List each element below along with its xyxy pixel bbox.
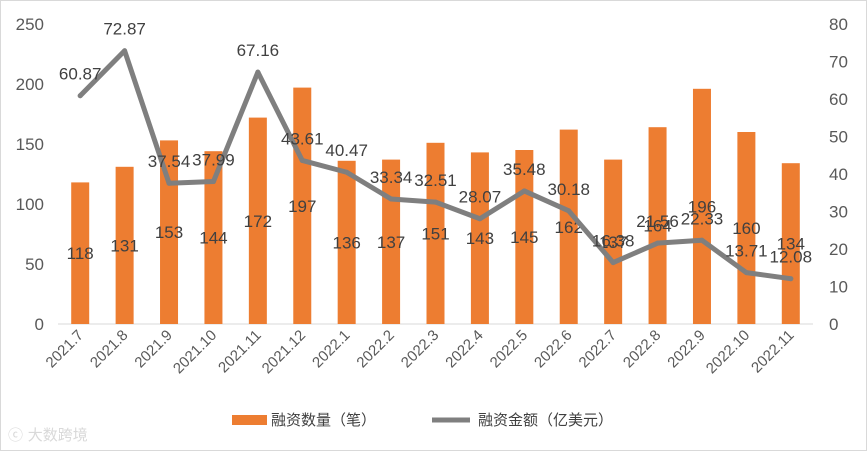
bar-data-label: 145 — [510, 228, 538, 247]
line-data-label: 22.33 — [681, 209, 724, 228]
bar — [204, 151, 223, 324]
legend: 融资数量（笔） 融资金额（亿美元） — [232, 412, 613, 429]
line-point — [521, 188, 527, 194]
left-tick-label: 200 — [16, 75, 44, 94]
right-tick-label: 80 — [829, 15, 848, 34]
bar — [71, 182, 90, 324]
bar — [692, 88, 711, 324]
line-point — [433, 199, 438, 205]
bar-data-label: 160 — [732, 219, 760, 238]
line-data-label: 33.34 — [370, 168, 413, 187]
bar-data-label: 134 — [777, 235, 805, 254]
line-series — [77, 48, 794, 282]
right-tick-label: 20 — [829, 240, 848, 259]
line-point — [344, 169, 350, 175]
bar — [115, 166, 134, 324]
bar-data-label: 144 — [199, 229, 227, 248]
left-tick-label: 100 — [16, 195, 44, 214]
right-tick-label: 70 — [829, 53, 848, 72]
line-point — [388, 196, 394, 202]
line-data-label: 32.51 — [414, 171, 457, 190]
line-data-label: 37.54 — [148, 152, 191, 171]
line-data-label: 35.48 — [503, 160, 546, 179]
right-tick-label: 0 — [829, 315, 838, 334]
bar-data-label: 197 — [288, 197, 316, 216]
bar-data-label: 151 — [421, 224, 449, 243]
bar — [781, 163, 800, 324]
watermark-logo: ⓒ 大数跨境 — [8, 424, 88, 445]
right-tick-label: 40 — [829, 165, 848, 184]
bar-data-label: 164 — [643, 217, 671, 236]
bar — [648, 127, 667, 324]
bar — [160, 140, 179, 324]
legend-bar-swatch — [232, 415, 267, 425]
bar — [337, 160, 356, 324]
left-tick-label: 50 — [25, 255, 44, 274]
line-data-label: 72.87 — [103, 20, 146, 39]
left-tick-label: 150 — [16, 135, 44, 154]
line-point — [610, 260, 616, 266]
line-data-label: 21.56 — [636, 212, 679, 231]
line-data-label: 28.07 — [459, 188, 502, 207]
line-data-label: 40.47 — [325, 141, 368, 160]
line-point — [77, 93, 83, 99]
right-tick-label: 10 — [829, 278, 848, 297]
bar — [559, 129, 578, 324]
line-point — [299, 157, 305, 163]
bar — [604, 159, 623, 324]
legend-bar-label: 融资数量（笔） — [271, 412, 376, 429]
line-data-label: 60.87 — [59, 65, 102, 84]
bar — [426, 142, 445, 324]
line-data-label: 37.99 — [192, 151, 235, 170]
line-point — [566, 208, 572, 214]
line-point — [255, 69, 261, 75]
right-axis-ticks: 0 10 20 30 40 50 60 70 80 — [829, 15, 848, 334]
line-point — [655, 240, 661, 246]
line-point — [743, 270, 749, 276]
bar-data-label: 137 — [377, 233, 405, 252]
bar-data-label: 137 — [599, 233, 627, 252]
line-data-label: 43.61 — [281, 129, 324, 148]
line-point — [122, 48, 128, 54]
right-tick-label: 60 — [829, 90, 848, 109]
right-tick-label: 30 — [829, 203, 848, 222]
right-tick-label: 50 — [829, 128, 848, 147]
line-data-label: 30.18 — [547, 180, 590, 199]
bar — [470, 152, 489, 324]
line-data-label: 16.38 — [592, 232, 635, 251]
bar-data-label: 172 — [244, 212, 272, 231]
bar — [737, 132, 756, 324]
bar-data-label: 153 — [155, 223, 183, 242]
line-point — [166, 180, 172, 186]
bar-data-label: 131 — [110, 236, 138, 255]
watermark-text: 大数跨境 — [27, 426, 88, 444]
line-data-label: 67.16 — [237, 41, 280, 60]
legend-line-label: 融资金额（亿美元） — [478, 412, 613, 429]
left-tick-label: 0 — [35, 315, 44, 334]
watermark-icon: ⓒ — [8, 426, 24, 444]
bar-data-label: 118 — [67, 244, 94, 263]
line-data-label: 13.71 — [725, 242, 768, 261]
left-tick-label: 250 — [16, 15, 44, 34]
left-axis-ticks: 0 50 100 150 200 250 — [16, 15, 44, 334]
line-point — [477, 216, 483, 222]
bar-data-label: 196 — [688, 197, 716, 216]
line-point — [210, 179, 216, 185]
line-data-label: 12.08 — [770, 248, 813, 267]
bar-data-label: 143 — [466, 229, 494, 248]
line-point — [699, 237, 705, 243]
bar — [248, 117, 267, 324]
bar-data-label: 136 — [332, 233, 360, 252]
line-point — [788, 276, 794, 282]
line-data-labels: 60.87 72.87 37.54 37.99 67.16 43.6140.4733.34… — [59, 20, 812, 267]
